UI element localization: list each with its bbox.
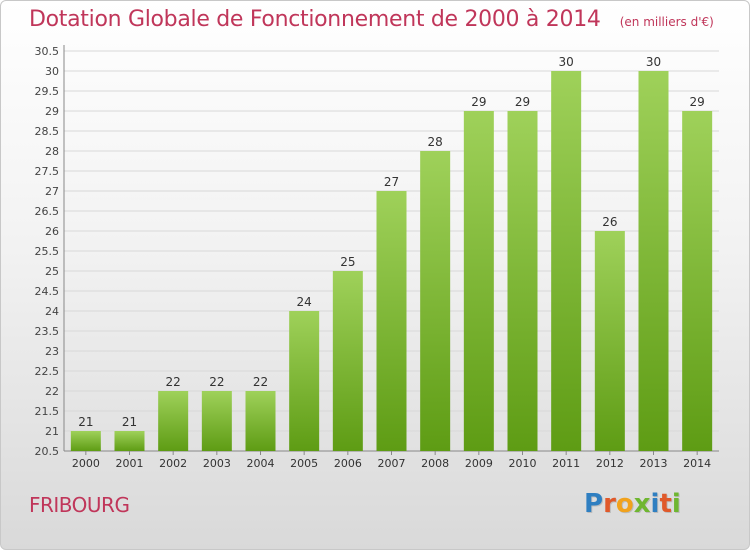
y-tick-label: 27: [45, 185, 59, 198]
y-tick-label: 26: [45, 225, 59, 238]
bar-2002[interactable]: [158, 391, 189, 451]
y-tick-label: 20.5: [35, 445, 60, 458]
y-tick-label: 26.5: [35, 205, 60, 218]
bar-2000[interactable]: [70, 431, 101, 451]
bar-2012[interactable]: [594, 231, 625, 451]
bar-value-label: 22: [209, 375, 224, 389]
y-tick-label: 22: [45, 385, 59, 398]
x-tick-label: 2000: [72, 457, 100, 470]
y-tick-label: 22.5: [35, 365, 60, 378]
x-tick-label: 2002: [159, 457, 187, 470]
x-tick-label: 2007: [378, 457, 406, 470]
bar-2008[interactable]: [420, 151, 451, 451]
bar-2009[interactable]: [463, 111, 494, 451]
bar-value-label: 30: [559, 55, 574, 69]
y-tick-label: 28: [45, 145, 59, 158]
bar-value-label: 22: [166, 375, 181, 389]
title-row: Dotation Globale de Fonctionnement de 20…: [29, 7, 714, 32]
y-tick-label: 28.5: [35, 125, 60, 138]
y-tick-label: 23.5: [35, 325, 60, 338]
proxiti-logo[interactable]: Proxiti: [584, 489, 681, 519]
x-tick-label: 2011: [552, 457, 580, 470]
x-tick-label: 2001: [116, 457, 144, 470]
x-tick-label: 2013: [640, 457, 668, 470]
y-tick-label: 25.5: [35, 245, 60, 258]
bar-value-label: 26: [602, 215, 617, 229]
bar-value-label: 27: [384, 175, 399, 189]
y-tick-label: 27.5: [35, 165, 60, 178]
y-tick-label: 23: [45, 345, 59, 358]
x-tick-label: 2006: [334, 457, 362, 470]
bar-2006[interactable]: [332, 271, 363, 451]
bar-value-label: 30: [646, 55, 661, 69]
bar-value-label: 28: [428, 135, 443, 149]
y-tick-label: 25: [45, 265, 59, 278]
bar-value-label: 24: [297, 295, 312, 309]
bar-value-label: 29: [515, 95, 530, 109]
bar-value-label: 29: [471, 95, 486, 109]
x-tick-label: 2008: [421, 457, 449, 470]
city-name: FRIBOURG: [29, 493, 130, 517]
y-tick-label: 30.5: [35, 45, 60, 58]
y-tick-label: 24: [45, 305, 59, 318]
x-tick-label: 2003: [203, 457, 231, 470]
bar-value-label: 29: [690, 95, 705, 109]
y-tick-label: 21.5: [35, 405, 60, 418]
y-tick-label: 30: [45, 65, 59, 78]
chart-title: Dotation Globale de Fonctionnement de 20…: [29, 7, 601, 32]
bar-2004[interactable]: [245, 391, 276, 451]
bar-2007[interactable]: [376, 191, 407, 451]
bars: 21 21 22 22 22 24 25 27 28 29 29 30 26 30 29: [70, 55, 713, 451]
x-tick-label: 2004: [247, 457, 275, 470]
bar-value-label: 25: [340, 255, 355, 269]
bar-2010[interactable]: [507, 111, 538, 451]
x-tick-label: 2009: [465, 457, 493, 470]
bar-2005[interactable]: [289, 311, 320, 451]
x-tick-label: 2014: [683, 457, 711, 470]
x-tick-label: 2005: [290, 457, 318, 470]
axes: 20.5 21 21.5 22 22.5 23 23.5 24 24.5 25 25.5 26 26.5…: [35, 45, 719, 470]
bar-2003[interactable]: [201, 391, 232, 451]
y-tick-label: 21: [45, 425, 59, 438]
bar-2011[interactable]: [551, 71, 582, 451]
x-tick-label: 2010: [509, 457, 537, 470]
y-tick-label: 29.5: [35, 85, 60, 98]
chart-unit: (en milliers d'€): [619, 15, 714, 29]
y-tick-label: 24.5: [35, 285, 60, 298]
x-tick-label: 2012: [596, 457, 624, 470]
y-tick-label: 29: [45, 105, 59, 118]
bar-2014[interactable]: [682, 111, 713, 451]
bar-value-label: 21: [78, 415, 93, 429]
bar-value-label: 22: [253, 375, 268, 389]
bar-value-label: 21: [122, 415, 137, 429]
bar-2001[interactable]: [114, 431, 145, 451]
bar-2013[interactable]: [638, 71, 669, 451]
